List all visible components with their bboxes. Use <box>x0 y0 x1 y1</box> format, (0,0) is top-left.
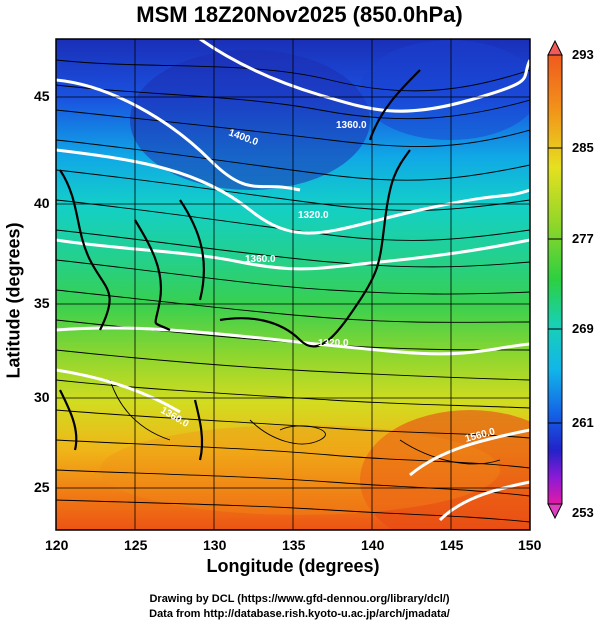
contour-label: 1320.0 <box>318 338 349 349</box>
y-tick-label: 35 <box>34 295 50 311</box>
y-tick-label: 45 <box>34 88 50 104</box>
height-contours <box>56 39 530 522</box>
colorbar-tick-label: 285 <box>572 140 594 155</box>
colorbar <box>547 39 563 520</box>
y-tick-label: 30 <box>34 389 50 405</box>
contour-label: 1360.0 <box>245 254 276 265</box>
map-title: MSM 18Z20Nov2025 (850.0hPa) <box>136 2 463 27</box>
plot-frame <box>55 38 531 531</box>
coastline <box>59 69 421 461</box>
x-tick-label: 140 <box>361 537 385 553</box>
y-axis-label: Latitude (degrees) <box>3 222 24 379</box>
y-tick-label: 40 <box>34 195 50 211</box>
grid <box>56 39 530 530</box>
credit-data-source: Data from http://database.rish.kyoto-u.a… <box>149 608 450 620</box>
colorbar-tick-label: 253 <box>572 505 594 520</box>
x-tick-label: 150 <box>518 537 542 553</box>
y-tick-label: 25 <box>34 479 50 495</box>
x-tick-label: 120 <box>45 537 69 553</box>
colorbar-tick-label: 293 <box>572 47 594 62</box>
x-tick-label: 135 <box>282 537 306 553</box>
x-tick-label: 145 <box>440 537 464 553</box>
x-axis-label: Longitude (degrees) <box>206 556 380 576</box>
x-tick-label: 125 <box>124 537 148 553</box>
colorbar-tick-label: 269 <box>572 321 594 336</box>
contour-label: 1320.0 <box>298 210 329 221</box>
colorbar-tick-label: 277 <box>572 231 594 246</box>
credit-drawing: Drawing by DCL (https://www.gfd-dennou.o… <box>149 593 450 605</box>
contour-label: 1360.0 <box>336 120 367 131</box>
colorbar-tick-label: 261 <box>572 415 594 430</box>
x-tick-label: 130 <box>203 537 227 553</box>
